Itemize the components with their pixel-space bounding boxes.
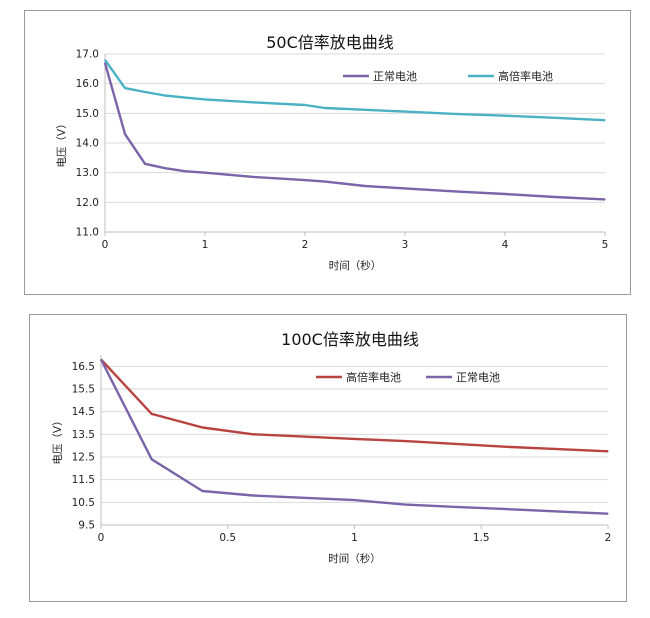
chart1-title: 100C倍率放电曲线 xyxy=(281,330,419,349)
chart0-y-tick-label: 17.0 xyxy=(76,49,99,61)
chart0-data-point xyxy=(504,115,506,117)
chart0-data-point xyxy=(164,167,166,169)
chart1-data-point xyxy=(252,433,254,435)
chart0-data-point xyxy=(124,133,126,135)
chart0-data-point xyxy=(104,59,106,61)
chart1-data-point xyxy=(303,497,305,499)
chart0-series-line-1 xyxy=(104,59,606,122)
chart0-y-axis-label: 电压（V） xyxy=(55,118,68,167)
chart0-x-tick-label: 3 xyxy=(402,239,409,251)
chart1-data-point xyxy=(556,510,558,512)
chart0-data-point xyxy=(604,119,606,121)
chart0-x-tick-label: 1 xyxy=(202,239,209,251)
chart0-y-tick-label: 14.0 xyxy=(76,138,99,150)
chart1-y-tick-label: 14.5 xyxy=(72,406,95,418)
chart1-data-point xyxy=(404,504,406,506)
chart1-x-tick-label: 2 xyxy=(605,532,612,544)
chart-50c: 50C倍率放电曲线 11.0 12.0 13.0 14.0 15.0 16.0 17.0 0 1 2… xyxy=(55,33,609,272)
chart1-x-axis-label: 时间（秒） xyxy=(328,552,381,565)
chart0-x-tick-label: 2 xyxy=(302,239,309,251)
chart1-y-tick-label: 10.5 xyxy=(72,497,95,509)
chart0-data-point xyxy=(204,98,206,100)
chart1-y-tick-label: 12.5 xyxy=(72,452,95,464)
chart1-y-tick-label: 11.5 xyxy=(72,474,95,486)
chart1-x-tick-label: 1.5 xyxy=(473,532,490,544)
chart0-data-point xyxy=(554,117,556,119)
chart0-data-point xyxy=(204,172,206,174)
chart1-data-point xyxy=(151,413,153,415)
chart0-data-point xyxy=(304,104,306,106)
chart1-legend-label: 正常电池 xyxy=(456,371,500,384)
chart1-x-tick-label: 0.5 xyxy=(219,532,236,544)
chart1-data-point xyxy=(455,443,457,445)
chart0-data-point xyxy=(124,87,126,89)
chart0-data-point xyxy=(144,163,146,165)
chart0-data-point xyxy=(504,193,506,195)
chart1-data-point xyxy=(506,508,508,510)
chart0-legend-label: 高倍率电池 xyxy=(498,69,553,83)
chart1-data-point xyxy=(506,446,508,448)
chart1-data-point xyxy=(252,494,254,497)
chart0-data-point xyxy=(404,110,406,113)
chart0-y-tick-label: 11.0 xyxy=(76,227,99,239)
chart0-data-point xyxy=(604,198,606,200)
chart0-y-tick-label: 15.0 xyxy=(76,108,99,120)
chart-100c: 100C倍率放电曲线9.510.511.512.513.514.515.516.… xyxy=(51,330,612,565)
chart0-data-point xyxy=(254,176,256,178)
chart1-data-point xyxy=(353,499,356,501)
chart1-x-tick-label: 1 xyxy=(351,532,358,544)
chart0-data-point xyxy=(104,62,106,64)
chart1-data-point xyxy=(353,438,356,440)
chart0-x-tick-label: 0 xyxy=(102,239,109,251)
chart0-data-point xyxy=(324,107,326,109)
chart1-y-tick-label: 15.5 xyxy=(72,384,95,396)
chart1-y-tick-label: 9.5 xyxy=(78,520,95,532)
chart0-y-tick-label: 12.0 xyxy=(76,197,99,209)
chart1-y-tick-label: 16.5 xyxy=(72,361,95,373)
chart0-data-point xyxy=(184,170,186,172)
chart0-y-tick-label: 16.0 xyxy=(76,78,99,90)
chart1-y-axis-label: 电压（V） xyxy=(51,415,64,464)
chart1-legend-label: 高倍率电池 xyxy=(346,370,401,384)
chart1-data-point xyxy=(607,450,609,452)
chart0-data-point xyxy=(304,179,306,181)
chart-panel-100c: 100C倍率放电曲线 9.5 10.5 11.5 12.5 13.5 14.5 15.5 16.… xyxy=(29,314,627,602)
chart1-y-tick-label: 13.5 xyxy=(72,429,95,441)
chart1-data-point xyxy=(201,426,203,429)
chart1-data-point xyxy=(151,458,153,460)
chart0-data-point xyxy=(254,101,256,103)
chart0-data-point xyxy=(164,94,166,97)
chart0-data-point xyxy=(324,180,326,183)
chart0-data-point xyxy=(184,97,186,99)
chart0-data-point xyxy=(364,185,366,187)
chart0-y-tick-label: 13.0 xyxy=(76,167,99,179)
chart1-data-point xyxy=(303,436,305,438)
chart1-data-point xyxy=(607,513,609,515)
chart0-title: 50C倍率放电曲线 xyxy=(266,33,394,52)
chart1-data-point xyxy=(556,448,558,450)
chart0-data-point xyxy=(404,187,406,189)
chart1-data-point xyxy=(201,490,203,492)
chart-panel-50c: 50C倍率放电曲线 11.0 12.0 13.0 14.0 15.0 16.0 17.0 0 1 2… xyxy=(24,10,631,295)
chart1-data-point xyxy=(404,440,406,442)
chart0-x-tick-label: 4 xyxy=(502,239,509,251)
chart0-x-axis-label: 时间（秒） xyxy=(329,259,382,272)
chart0-data-point xyxy=(144,91,146,93)
chart0-data-point xyxy=(454,190,456,192)
chart0-x-tick-label: 5 xyxy=(602,239,609,251)
chart1-data-point xyxy=(100,358,102,361)
chart1-x-tick-label: 0 xyxy=(98,532,105,544)
chart0-legend-label: 正常电池 xyxy=(373,70,417,83)
chart0-data-point xyxy=(454,113,456,115)
chart0-data-point xyxy=(554,196,556,198)
chart0-data-point xyxy=(364,109,366,111)
chart1-data-point xyxy=(455,506,457,508)
